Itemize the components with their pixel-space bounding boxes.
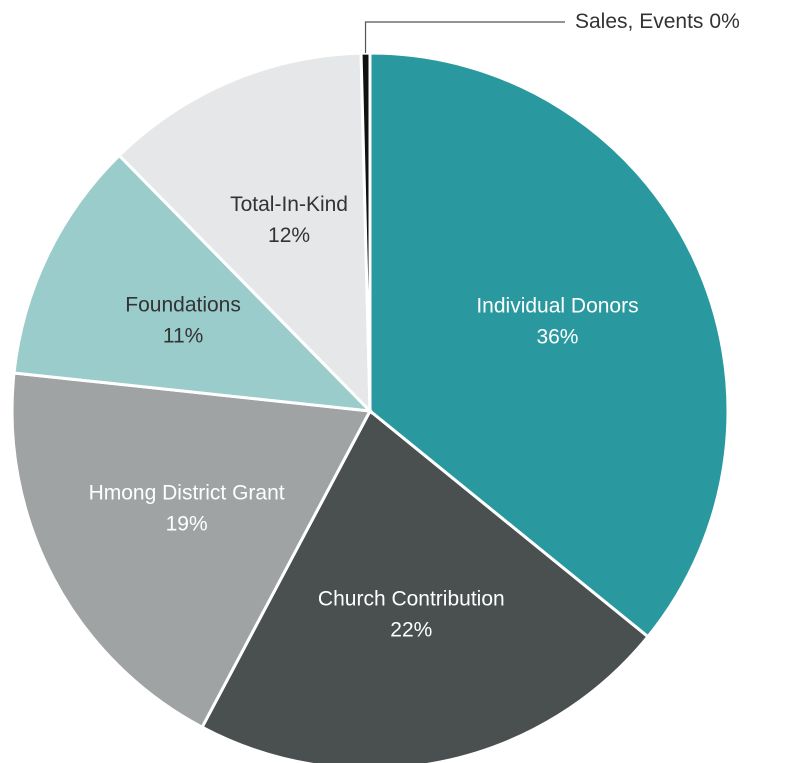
slice-label: Hmong District Grant 19% bbox=[89, 481, 285, 535]
pie-slice bbox=[12, 153, 375, 413]
pie-slice bbox=[368, 51, 730, 639]
pie-slice bbox=[200, 408, 650, 763]
slice-label: Foundations 11% bbox=[125, 293, 241, 347]
category-label: Sales, Events bbox=[575, 10, 703, 33]
category-label: Church Contribution bbox=[318, 587, 505, 610]
pie-slice bbox=[359, 51, 372, 412]
category-label: Hmong District Grant bbox=[89, 481, 285, 504]
slice-label: Sales, Events 0% bbox=[575, 10, 740, 33]
slice-label: Church Contribution 22% bbox=[318, 587, 505, 641]
leader-line bbox=[364, 21, 565, 54]
value-label: 11% bbox=[163, 324, 203, 347]
value-label: 19% bbox=[166, 512, 208, 535]
pie-slice bbox=[10, 371, 373, 730]
value-label: 22% bbox=[390, 618, 432, 641]
value-label: 12% bbox=[268, 223, 310, 246]
category-label: Individual Donors bbox=[476, 294, 638, 317]
category-label: Foundations bbox=[125, 293, 241, 316]
slice-label: Total-In-Kind 12% bbox=[230, 192, 348, 246]
value-label: 36% bbox=[536, 325, 578, 348]
pie-slice bbox=[117, 51, 372, 415]
category-label: Total-In-Kind bbox=[230, 192, 348, 215]
slice-label: Individual Donors 36% bbox=[476, 294, 638, 348]
value-label: 0% bbox=[709, 10, 739, 33]
